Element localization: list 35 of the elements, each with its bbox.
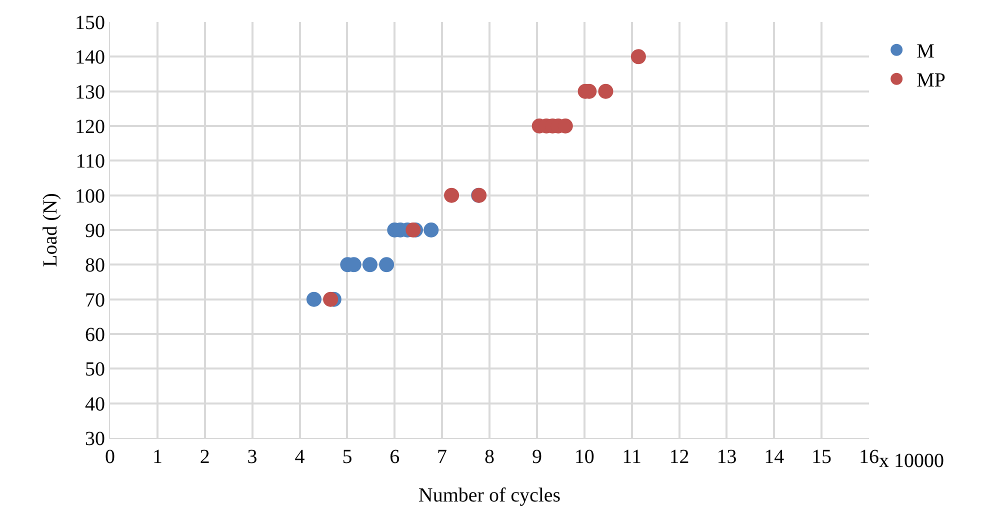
y-tick-label: 100: [75, 185, 105, 208]
y-tick-label: 130: [75, 81, 105, 104]
text: x 10000: [879, 450, 944, 472]
y-tick-label: 150: [75, 12, 105, 34]
x-tick-label: 8: [484, 446, 494, 468]
x-tick-label: 1: [152, 446, 162, 468]
x-tick-label: 5: [342, 446, 352, 468]
y-tick-label: 40: [85, 393, 105, 416]
x-tick-label: 13: [716, 446, 737, 468]
x-tick-label: 12: [669, 446, 690, 468]
y-tick-label: 30: [85, 428, 105, 450]
x-tick-label: 10: [574, 446, 594, 468]
x-axis-title: Number of cycles: [418, 484, 561, 506]
y-tick-label: 120: [75, 116, 105, 138]
y-axis-title: Load (N): [40, 193, 62, 267]
x-tick-label: 7: [437, 446, 448, 468]
x-tick-label: 9: [532, 446, 542, 468]
x-tick-label: 6: [390, 446, 400, 468]
x-tick-label: 3: [247, 446, 258, 468]
x-tick-label: 16: [859, 446, 879, 468]
y-tick-label: 110: [76, 150, 105, 173]
x-tick-label: 15: [812, 446, 832, 468]
x-tick-label: 0: [105, 446, 115, 468]
x-tick-label: 2: [200, 446, 210, 468]
legend-label: M: [916, 40, 935, 63]
x-tick-label: 4: [294, 446, 305, 468]
y-tick-label: 70: [85, 289, 105, 312]
y-tick-label: 50: [85, 358, 105, 381]
x-tick-label: 14: [764, 446, 784, 468]
y-tick-label: 80: [85, 254, 105, 277]
y-tick-label: 60: [85, 324, 105, 346]
legend-label: MP: [916, 70, 946, 92]
y-tick-label: 140: [75, 46, 105, 69]
y-tick-label: 90: [85, 220, 105, 242]
x-tick-label: 11: [622, 446, 642, 468]
